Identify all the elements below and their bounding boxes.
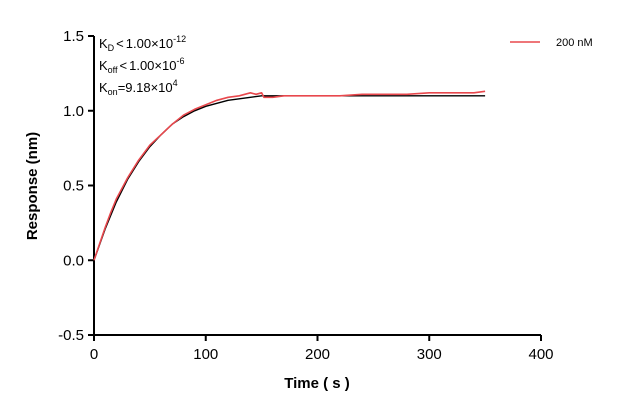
- y-tick-label: 0.0: [63, 252, 84, 269]
- x-tick-label: 100: [193, 346, 218, 363]
- legend-label-200nm: 200 nM: [556, 37, 593, 49]
- x-axis-title: Time ( s ): [284, 375, 350, 392]
- y-axis-title: Response (nm): [24, 132, 41, 240]
- series-line-fit: [93, 95, 486, 261]
- y-tick-label: 1.0: [63, 103, 84, 120]
- y-tick-label: -0.5: [58, 327, 84, 344]
- y-tick-label: 0.5: [63, 178, 84, 195]
- kd-annotation: KD <1.00×10-12: [99, 34, 186, 53]
- kinetics-annotation: KD <1.00×10-12 Koff <1.00×10-6 Kon=9.18×10…: [99, 34, 186, 97]
- series-line-200-nm: [93, 90, 486, 261]
- x-tick-label: 200: [305, 346, 330, 363]
- koff-annotation: Koff <1.00×10-6: [99, 56, 184, 75]
- x-tick-label: 400: [528, 346, 553, 363]
- x-tick-label: 0: [90, 346, 98, 363]
- legend: 200 nM: [510, 37, 593, 49]
- series-layer: [93, 90, 486, 261]
- axes: -0.5 0.0 0.5 1.0 1.5 0 100 200 300 400: [58, 28, 553, 363]
- kon-annotation: Kon=9.18×104: [99, 78, 178, 97]
- x-tick-label: 300: [417, 346, 442, 363]
- y-tick-label: 1.5: [63, 28, 84, 45]
